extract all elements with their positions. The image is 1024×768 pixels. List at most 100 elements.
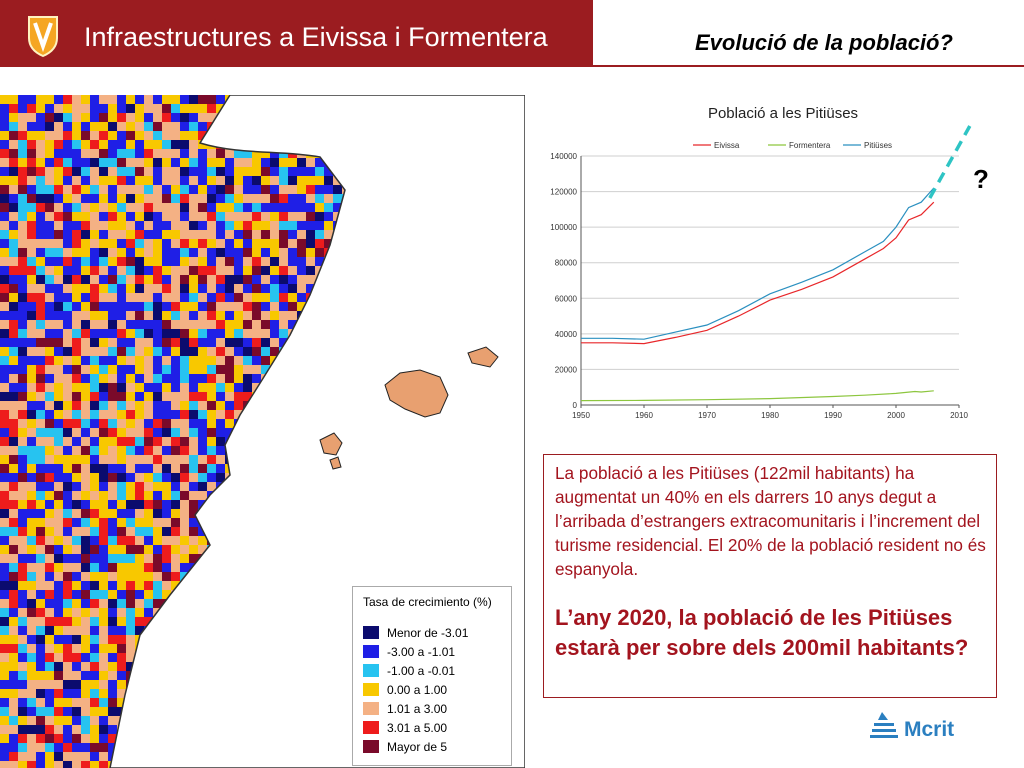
map-cell <box>171 437 181 447</box>
balearic-islands <box>319 346 499 470</box>
map-cell <box>216 410 226 420</box>
map-cell <box>216 428 226 438</box>
map-cell <box>45 707 55 717</box>
map-cell <box>18 410 28 420</box>
map-cell <box>36 239 46 249</box>
map-cell <box>18 149 28 159</box>
map-cell <box>135 221 145 231</box>
map-cell <box>216 212 226 222</box>
map-cell <box>18 212 28 222</box>
map-cell <box>117 293 127 303</box>
map-cell <box>27 167 37 177</box>
map-cell <box>45 527 55 537</box>
map-cell <box>234 257 244 267</box>
map-cell <box>252 212 262 222</box>
map-cell <box>126 608 136 618</box>
map-cell <box>189 284 199 294</box>
legend-swatch <box>363 664 379 677</box>
map-cell <box>207 275 217 285</box>
map-cell <box>108 203 118 213</box>
map-cell <box>18 113 28 123</box>
map-cell <box>234 365 244 375</box>
map-cell <box>198 221 208 231</box>
map-cell <box>198 158 208 168</box>
map-cell <box>198 338 208 348</box>
map-cell <box>297 185 307 195</box>
map-cell <box>207 221 217 231</box>
map-cell <box>9 455 19 465</box>
map-cell <box>126 365 136 375</box>
map-cell <box>189 392 199 402</box>
map-cell <box>18 221 28 231</box>
map-cell <box>90 95 100 105</box>
map-cell <box>63 221 73 231</box>
map-cell <box>288 212 298 222</box>
map-cell <box>279 203 289 213</box>
map-cell <box>18 626 28 636</box>
map-cell <box>108 671 118 681</box>
map-cell <box>90 554 100 564</box>
map-cell <box>81 257 91 267</box>
map-cell <box>36 446 46 456</box>
map-cell <box>171 500 181 510</box>
map-cell <box>54 266 64 276</box>
map-cell <box>108 500 118 510</box>
map-cell <box>0 131 10 141</box>
map-cell <box>243 149 253 159</box>
map-cell <box>243 338 253 348</box>
map-cell <box>108 590 118 600</box>
map-cell <box>171 527 181 537</box>
x-tick-label: 1980 <box>761 411 779 420</box>
map-cell <box>0 248 10 258</box>
map-cell <box>252 347 262 357</box>
map-cell <box>144 599 154 609</box>
map-cell <box>108 140 118 150</box>
map-cell <box>207 311 217 321</box>
map-cell <box>45 752 55 762</box>
map-cell <box>243 203 253 213</box>
map-cell <box>171 509 181 519</box>
map-cell <box>144 446 154 456</box>
map-cell <box>81 203 91 213</box>
map-cell <box>108 725 118 735</box>
map-cell <box>243 320 253 330</box>
map-cell <box>54 617 64 627</box>
map-cell <box>36 356 46 366</box>
map-cell <box>261 239 271 249</box>
map-cell <box>279 248 289 258</box>
map-cell <box>153 509 163 519</box>
map-cell <box>144 581 154 591</box>
map-cell <box>189 158 199 168</box>
map-cell <box>90 221 100 231</box>
map-cell <box>171 482 181 492</box>
map-cell <box>0 527 10 537</box>
map-cell <box>216 464 226 474</box>
map-cell <box>18 203 28 213</box>
map-cell <box>0 302 10 312</box>
map-cell <box>9 329 19 339</box>
map-cell <box>153 185 163 195</box>
map-cell <box>27 266 37 276</box>
map-cell <box>180 455 190 465</box>
map-cell <box>243 356 253 366</box>
map-cell <box>189 536 199 546</box>
app-title: Infraestructures a Eivissa i Formentera <box>84 22 548 52</box>
map-cell <box>81 707 91 717</box>
map-cell <box>117 689 127 699</box>
map-cell <box>126 248 136 258</box>
map-cell <box>9 554 19 564</box>
map-cell <box>36 338 46 348</box>
map-cell <box>99 266 109 276</box>
map-cell <box>126 212 136 222</box>
map-cell <box>171 455 181 465</box>
map-cell <box>225 338 235 348</box>
map-cell <box>72 518 82 528</box>
map-cell <box>243 365 253 375</box>
map-cell <box>225 284 235 294</box>
map-cell <box>81 113 91 123</box>
map-cell <box>135 212 145 222</box>
map-cell <box>27 149 37 159</box>
map-cell <box>216 383 226 393</box>
map-cell <box>180 122 190 132</box>
map-cell <box>27 338 37 348</box>
